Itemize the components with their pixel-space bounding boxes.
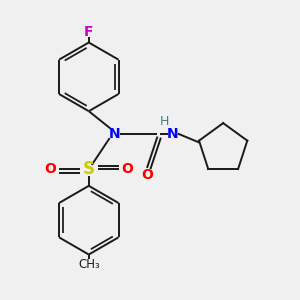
Text: O: O <box>141 168 153 182</box>
Text: O: O <box>44 162 56 176</box>
Text: CH₃: CH₃ <box>78 259 100 272</box>
Text: H: H <box>160 115 170 128</box>
Text: N: N <box>167 127 178 141</box>
Text: F: F <box>84 25 94 39</box>
Text: S: S <box>83 160 95 178</box>
Text: O: O <box>122 162 134 176</box>
Text: N: N <box>108 127 120 141</box>
